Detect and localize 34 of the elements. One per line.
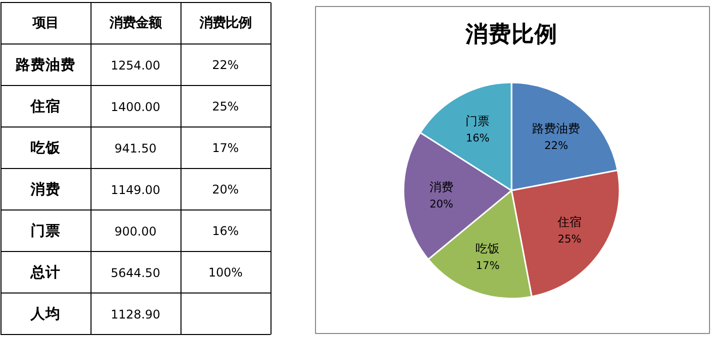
slice-label: 吃饭 [476,242,500,256]
text: 100% [208,265,243,280]
slice-label: 住宿 [556,214,582,229]
data-label: 22% [544,138,568,152]
text: 1128.90 [110,307,160,322]
text: 消费比例 [198,16,252,31]
data-label: 20% [430,197,454,210]
category-label: 门票 [30,222,60,240]
slice-label: 路费油费 [532,121,580,136]
text: 17% [212,140,239,155]
chart-title: 消费比例 [464,22,558,48]
data-label: 16% [466,131,490,144]
text: 消费金额 [108,14,162,31]
text: 20% [212,182,239,196]
slice-label: 消费 [429,180,454,194]
text: 项目 [32,16,58,31]
data-label: 25% [558,232,582,246]
category-label: 吃饭 [30,139,60,156]
slice-label: 门票 [466,114,490,128]
text: 1400.00 [110,100,160,114]
data-label: 17% [476,259,500,272]
category-label: 住宿 [30,98,60,115]
text: 总计 [30,264,60,281]
category-label: 消费 [30,180,60,198]
text: 1254.00 [110,58,160,72]
text: 16% [212,224,239,238]
text: 22% [212,58,239,72]
text: 5644.50 [110,266,160,280]
text: 900.00 [114,224,157,238]
category-label: 路费油费 [16,56,76,74]
text: 1149.00 [110,182,160,197]
text: 人均 [30,305,60,322]
text: 25% [212,99,239,114]
text: 941.50 [114,141,157,156]
